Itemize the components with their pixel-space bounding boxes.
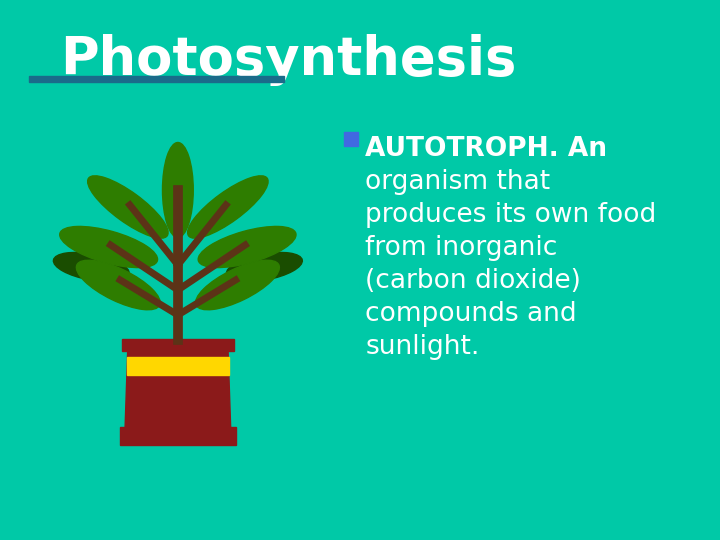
Ellipse shape <box>227 252 302 281</box>
Ellipse shape <box>53 252 130 281</box>
Text: from inorganic: from inorganic <box>365 235 558 261</box>
Ellipse shape <box>196 260 279 310</box>
Ellipse shape <box>60 226 158 268</box>
Text: organism that: organism that <box>365 169 551 195</box>
Bar <box>344 132 358 146</box>
Bar <box>127 357 229 375</box>
Text: (carbon dioxide): (carbon dioxide) <box>365 268 581 294</box>
Ellipse shape <box>188 176 268 238</box>
Ellipse shape <box>198 226 296 268</box>
Text: Photosynthesis: Photosynthesis <box>60 34 517 86</box>
Bar <box>120 427 235 445</box>
Text: AUTOTROPH. An: AUTOTROPH. An <box>365 136 608 162</box>
Polygon shape <box>125 345 230 430</box>
Text: compounds and: compounds and <box>365 301 577 327</box>
Text: produces its own food: produces its own food <box>365 202 657 228</box>
Ellipse shape <box>76 260 160 310</box>
Text: sunlight.: sunlight. <box>365 334 480 360</box>
Bar <box>122 339 233 351</box>
Ellipse shape <box>88 176 168 238</box>
Bar <box>29 76 284 82</box>
Ellipse shape <box>163 143 193 238</box>
